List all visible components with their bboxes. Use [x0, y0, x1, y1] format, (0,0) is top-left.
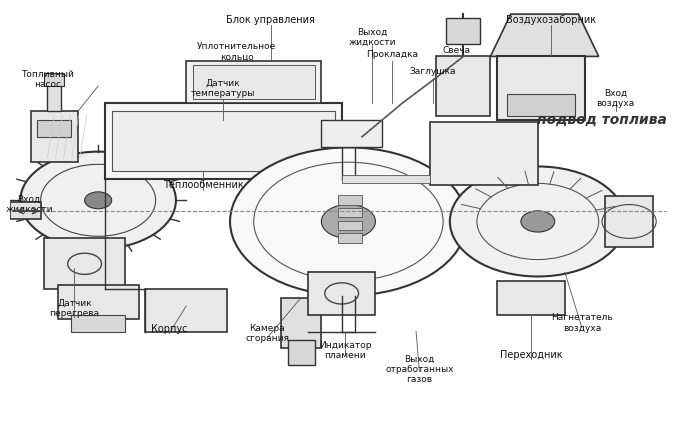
Bar [30, 112, 78, 162]
Text: Вход
жидкости: Вход жидкости [6, 195, 53, 214]
Bar [145, 289, 226, 331]
Text: Теплообменник: Теплообменник [162, 181, 244, 190]
Bar [44, 73, 64, 86]
Text: Нагнетатель
воздуха: Нагнетатель воздуха [551, 314, 612, 333]
Bar [281, 298, 321, 348]
Bar [429, 122, 538, 185]
Text: подвод топлива: подвод топлива [537, 113, 667, 127]
Circle shape [521, 211, 555, 232]
Bar [605, 196, 653, 247]
Text: Свеча: Свеча [442, 46, 471, 55]
Bar [338, 208, 362, 217]
Bar [338, 233, 362, 243]
Bar [507, 95, 575, 115]
Text: Корпус: Корпус [151, 324, 187, 334]
Text: Выход
жидкости: Выход жидкости [348, 28, 396, 47]
Bar [44, 239, 125, 289]
Bar [71, 314, 125, 331]
Circle shape [321, 204, 376, 239]
Bar [37, 120, 71, 137]
Text: Блок управления: Блок управления [226, 15, 315, 26]
Circle shape [230, 147, 466, 296]
Bar [10, 202, 41, 219]
Bar [447, 18, 480, 44]
Bar [338, 195, 362, 204]
Text: Прокладка: Прокладка [367, 50, 418, 59]
Bar [58, 285, 139, 319]
Circle shape [85, 192, 111, 209]
Bar [308, 272, 376, 314]
Text: Камера
сгорания: Камера сгорания [245, 324, 289, 343]
Text: Переходник: Переходник [499, 350, 562, 360]
Text: Выход
отработанных
газов: Выход отработанных газов [385, 355, 453, 385]
Circle shape [450, 167, 625, 276]
Bar [105, 103, 342, 179]
Text: Датчик
температуры: Датчик температуры [191, 78, 255, 98]
Circle shape [21, 152, 176, 249]
Bar [436, 56, 491, 115]
Bar [497, 56, 585, 120]
Polygon shape [491, 14, 599, 56]
Bar [47, 78, 61, 112]
Bar [288, 340, 314, 366]
Bar [342, 175, 429, 183]
Text: Топливный
насос: Топливный насос [21, 70, 74, 89]
Bar [338, 221, 362, 230]
Bar [321, 120, 383, 147]
Bar [186, 60, 321, 103]
Text: Индикатор
пламени: Индикатор пламени [319, 341, 372, 360]
Text: Заглушка: Заглушка [410, 67, 456, 76]
Bar [497, 281, 565, 314]
Text: Вход
воздуха: Вход воздуха [596, 89, 635, 109]
Text: Воздухозаборник: Воздухозаборник [506, 15, 596, 26]
Bar [111, 112, 335, 171]
Text: Датчик
перегрева: Датчик перегрева [50, 299, 100, 318]
Text: Уплотнительное
кольцо: Уплотнительное кольцо [197, 43, 277, 62]
Bar [193, 65, 314, 99]
